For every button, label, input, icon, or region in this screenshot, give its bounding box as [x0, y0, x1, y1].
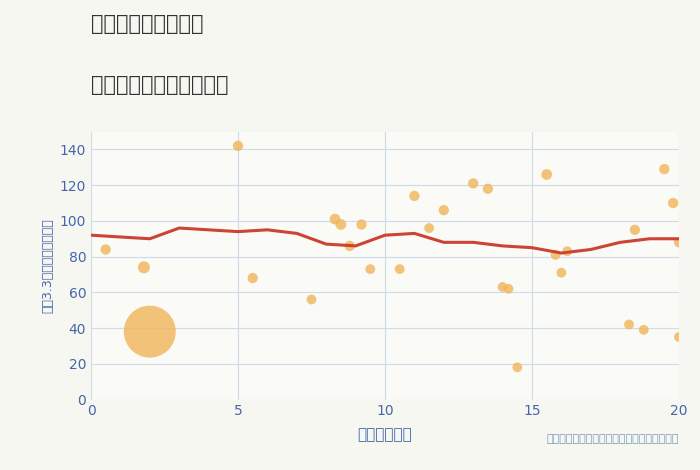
- Point: [673, 333, 685, 341]
- Point: [335, 221, 346, 228]
- Point: [232, 142, 244, 149]
- Point: [438, 206, 449, 214]
- Text: 駅距離別中古戸建て価格: 駅距離別中古戸建て価格: [91, 75, 228, 95]
- Point: [247, 274, 258, 282]
- Point: [550, 251, 561, 258]
- Point: [673, 239, 685, 246]
- Point: [144, 328, 155, 336]
- Point: [512, 364, 523, 371]
- Point: [668, 199, 679, 207]
- Point: [306, 296, 317, 303]
- Point: [139, 264, 150, 271]
- Point: [541, 171, 552, 178]
- Point: [100, 246, 111, 253]
- Point: [629, 226, 641, 234]
- Point: [561, 248, 573, 255]
- Point: [624, 321, 635, 328]
- Point: [503, 285, 514, 292]
- Point: [365, 266, 376, 273]
- Text: 千葉県成田市官林の: 千葉県成田市官林の: [91, 14, 204, 34]
- Point: [344, 242, 356, 250]
- Point: [659, 165, 670, 173]
- Point: [556, 269, 567, 276]
- X-axis label: 駅距離（分）: 駅距離（分）: [358, 427, 412, 442]
- Point: [394, 266, 405, 273]
- Point: [482, 185, 493, 193]
- Point: [638, 326, 650, 334]
- Point: [330, 215, 341, 223]
- Point: [468, 180, 479, 187]
- Point: [497, 283, 508, 291]
- Point: [356, 221, 367, 228]
- Y-axis label: 坪（3.3㎡）単価（万円）: 坪（3.3㎡）単価（万円）: [41, 218, 54, 313]
- Point: [409, 192, 420, 200]
- Text: 円の大きさは、取引のあった物件面積を示す: 円の大きさは、取引のあった物件面積を示す: [547, 434, 679, 444]
- Point: [424, 224, 435, 232]
